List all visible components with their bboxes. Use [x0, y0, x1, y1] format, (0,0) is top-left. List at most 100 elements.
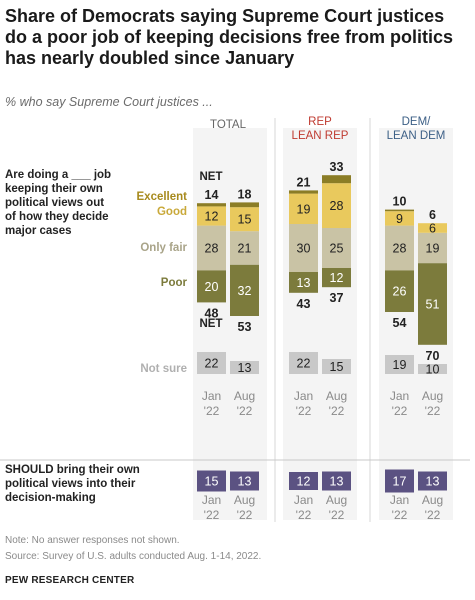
period-label-top-g0-p0: Jan — [202, 389, 221, 403]
bar-should-g1-p0 — [289, 472, 318, 490]
should-period-label-bottom-g0-p1: '22 — [237, 508, 253, 522]
value-should-g0-p1: 13 — [238, 475, 252, 489]
chart-canvas: TOTAL REP LEAN REP DEM/LEAN DEM Are doing a … — [0, 116, 470, 522]
question-2-line-2: decision-making — [5, 492, 96, 504]
value-net-negative-g1-p1: 37 — [330, 291, 344, 305]
should-period-label-bottom-g2-p0: '22 — [392, 508, 408, 522]
value-good-g2-p0: 9 — [396, 212, 403, 226]
bar-poor-g2-p0 — [385, 270, 414, 312]
value-only-fair-g2-p1: 19 — [426, 242, 440, 256]
value-not-sure-g2-p0: 19 — [393, 358, 407, 372]
bar-should-g0-p1 — [230, 471, 259, 491]
bar-not-sure-g1-p1 — [322, 359, 351, 374]
should-period-label-bottom-g1-p0: '22 — [296, 508, 312, 522]
bar-not-sure-g0-p1 — [230, 361, 259, 374]
bar-poor-g1-p0 — [289, 272, 318, 293]
bar-good-g0-p0 — [197, 206, 226, 226]
bar-only-fair-g2-p0 — [385, 225, 414, 271]
label-good: Good — [157, 206, 187, 218]
label-not-sure: Not sure — [140, 363, 187, 375]
question-2-line-1: political views into their — [5, 478, 136, 490]
value-net-negative-g2-p1: 70 — [426, 349, 440, 363]
period-label-bottom-g1-p1: '22 — [329, 404, 345, 418]
period-label-bottom-g2-p0: '22 — [392, 404, 408, 418]
value-not-sure-g0-p0: 22 — [205, 357, 219, 371]
label-only-fair: Only fair — [140, 242, 187, 254]
bar-good-g1-p1 — [322, 183, 351, 228]
label-excellent: Excellent — [137, 191, 188, 203]
value-poor-g2-p1: 51 — [426, 298, 440, 312]
should-period-label-bottom-g2-p1: '22 — [425, 508, 441, 522]
value-good-g1-p0: 19 — [297, 202, 311, 216]
bar-not-sure-g1-p0 — [289, 352, 318, 374]
bar-not-sure-g0-p0 — [197, 352, 226, 374]
bar-poor-g1-p1 — [322, 268, 351, 288]
bar-excellent-g0-p0 — [197, 203, 226, 207]
group-header-0-line-0: TOTAL — [210, 119, 247, 131]
bar-excellent-g1-p1 — [322, 175, 351, 184]
value-poor-g1-p0: 13 — [297, 276, 311, 290]
value-net-negative-g2-p0: 54 — [393, 316, 407, 330]
value-poor-g0-p1: 32 — [238, 284, 252, 298]
bar-only-fair-g2-p1 — [418, 232, 447, 264]
bar-only-fair-g0-p1 — [230, 231, 259, 265]
group-header-2-line-1: LEAN DEM — [387, 130, 446, 142]
group-background-0 — [193, 128, 267, 520]
should-period-label-top-g2-p0: Jan — [390, 493, 409, 507]
value-poor-g2-p0: 26 — [393, 285, 407, 299]
value-poor-g1-p1: 12 — [330, 271, 344, 285]
bar-should-g1-p1 — [322, 471, 351, 491]
value-net-negative-g0-p0: 48 — [205, 306, 219, 320]
bar-should-g0-p0 — [197, 470, 226, 492]
label-net-positive: NET — [200, 171, 223, 183]
value-only-fair-g0-p1: 21 — [238, 242, 252, 256]
value-should-g1-p1: 13 — [330, 475, 344, 489]
period-label-bottom-g0-p0: '22 — [204, 404, 220, 418]
bar-should-g2-p0 — [385, 469, 414, 493]
value-should-g2-p0: 17 — [393, 475, 407, 489]
value-good-g0-p1: 15 — [238, 213, 252, 227]
question-1-line-0: Are doing a ___ job — [5, 169, 111, 181]
bar-not-sure-g2-p0 — [385, 355, 414, 374]
question-1-line-1: keeping their own — [5, 183, 103, 195]
should-period-label-top-g1-p0: Jan — [294, 493, 313, 507]
bar-only-fair-g1-p1 — [322, 228, 351, 268]
value-not-sure-g1-p1: 15 — [330, 360, 344, 374]
value-should-g0-p0: 15 — [205, 475, 219, 489]
group-header-2-line-0: DEM/ — [402, 116, 432, 128]
value-only-fair-g0-p0: 28 — [205, 242, 219, 256]
value-net-positive-g0-p0: 14 — [205, 188, 219, 202]
bar-poor-g2-p1 — [418, 263, 447, 345]
bar-excellent-g2-p0 — [385, 209, 414, 212]
bar-excellent-g0-p1 — [230, 202, 259, 208]
value-should-g1-p0: 12 — [297, 475, 311, 489]
period-label-top-g0-p1: Aug — [234, 389, 255, 403]
value-not-sure-g0-p1: 13 — [238, 361, 252, 375]
group-header-1-line-0: REP — [308, 116, 332, 128]
value-only-fair-g2-p0: 28 — [393, 242, 407, 256]
question-1-line-4: major cases — [5, 225, 72, 237]
value-net-negative-g0-p1: 53 — [238, 320, 252, 334]
value-net-positive-g2-p1: 6 — [429, 208, 436, 222]
value-not-sure-g1-p0: 22 — [297, 357, 311, 371]
bar-poor-g0-p1 — [230, 264, 259, 316]
bar-only-fair-g0-p0 — [197, 225, 226, 271]
group-header-1-line-1: LEAN REP — [292, 130, 349, 142]
value-good-g1-p1: 28 — [330, 199, 344, 213]
value-only-fair-g1-p1: 25 — [330, 242, 344, 256]
value-not-sure-g2-p1: 10 — [426, 363, 440, 377]
value-net-positive-g0-p1: 18 — [238, 187, 252, 201]
should-period-label-top-g0-p1: Aug — [234, 493, 255, 507]
value-net-negative-g1-p0: 43 — [297, 297, 311, 311]
period-label-top-g2-p0: Jan — [390, 389, 409, 403]
label-poor: Poor — [161, 277, 188, 289]
value-good-g0-p0: 12 — [205, 210, 219, 224]
chart-source: Source: Survey of U.S. adults conducted … — [5, 551, 262, 562]
bar-should-g2-p1 — [418, 471, 447, 491]
period-label-bottom-g1-p0: '22 — [296, 404, 312, 418]
bar-only-fair-g1-p0 — [289, 224, 318, 272]
chart-subtitle: % who say Supreme Court justices ... — [5, 95, 213, 109]
bar-excellent-g1-p0 — [289, 190, 318, 194]
period-label-bottom-g2-p1: '22 — [425, 404, 441, 418]
value-only-fair-g1-p0: 30 — [297, 242, 311, 256]
